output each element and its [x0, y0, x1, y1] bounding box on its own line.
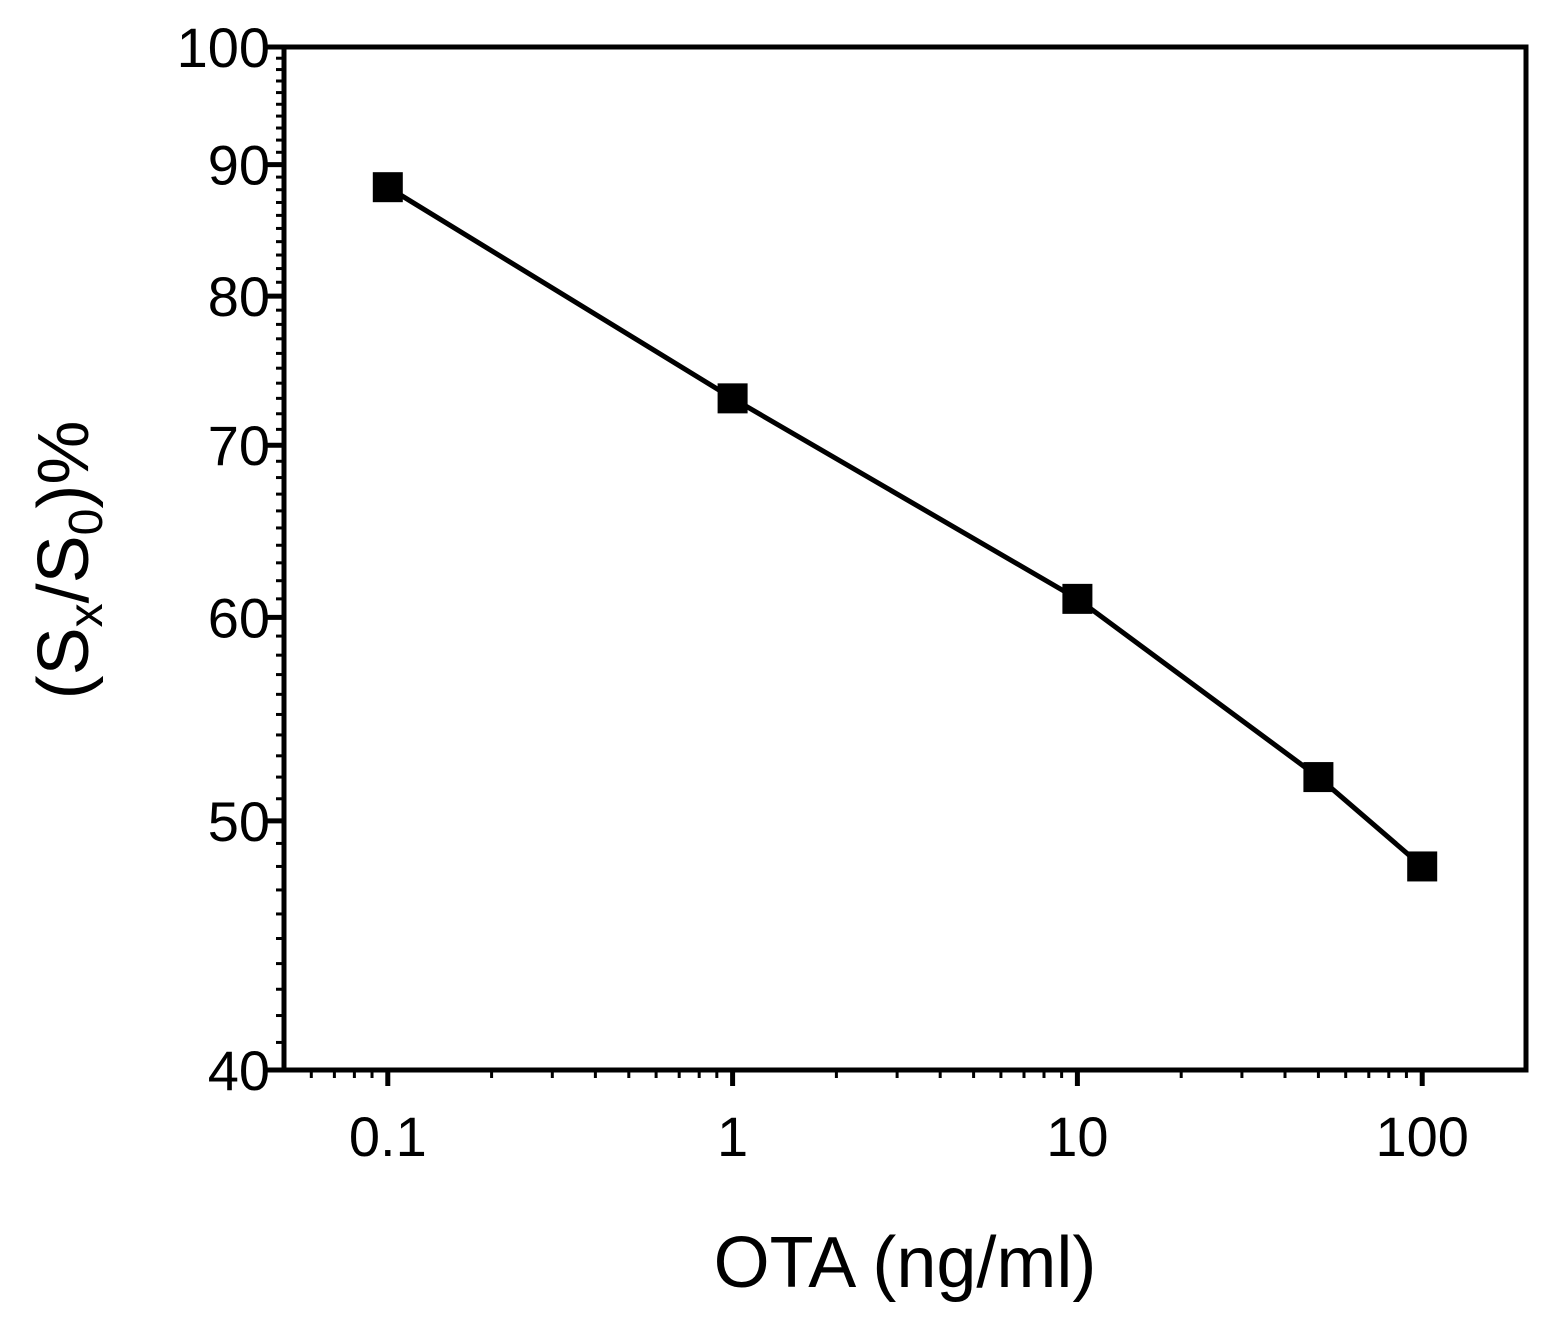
y-title-slash: /S: [24, 535, 104, 603]
svg-text:(Sx/S0)%: (Sx/S0)%: [24, 421, 113, 700]
y-axis-title: (Sx/S0)%: [24, 421, 113, 700]
data-point-marker: [1407, 851, 1438, 882]
tick-labels: 0.1 1 10 100 40 50 60 70 80 90 100: [177, 16, 1469, 1168]
data-markers: [372, 172, 1438, 882]
minor-ticks: [276, 56, 1408, 1078]
data-point-marker: [1062, 583, 1093, 614]
y-tick-label: 50: [208, 790, 270, 853]
x-axis-title: OTA (ng/ml): [714, 1223, 1097, 1303]
x-tick-label: 10: [1046, 1105, 1108, 1168]
major-ticks: [266, 44, 1425, 1086]
y-title-sub2: 0: [60, 509, 113, 536]
y-title-open: (S: [24, 627, 104, 699]
x-tick-label: 100: [1375, 1105, 1468, 1168]
data-point-marker: [717, 383, 748, 414]
y-title-close: )%: [24, 421, 104, 509]
data-point-marker: [1303, 762, 1334, 793]
x-tick-label: 0.1: [349, 1105, 427, 1168]
y-title-sub1: x: [60, 603, 113, 627]
y-tick-label: 100: [177, 16, 270, 79]
y-tick-label: 70: [208, 414, 270, 477]
y-tick-label: 40: [208, 1039, 270, 1102]
y-tick-label: 60: [208, 586, 270, 649]
series-line: [386, 185, 1424, 869]
data-point-marker: [372, 172, 403, 203]
plot-frame: [281, 44, 1529, 1073]
y-tick-label: 80: [208, 265, 270, 328]
x-tick-label: 1: [717, 1105, 748, 1168]
y-tick-label: 90: [208, 134, 270, 197]
